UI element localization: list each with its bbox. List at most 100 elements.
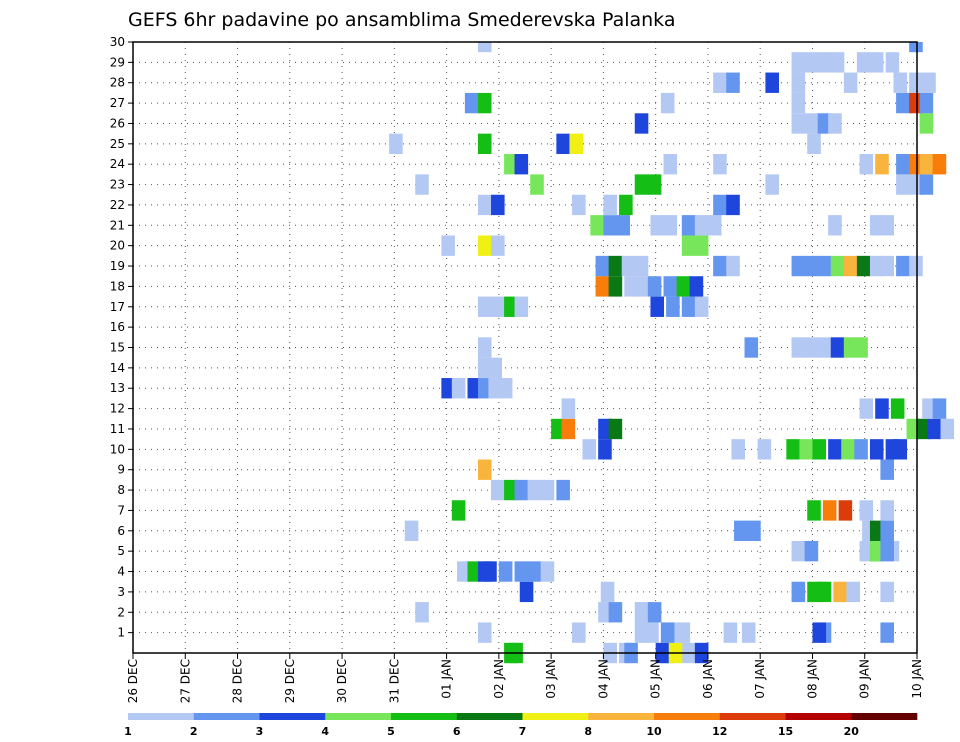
precip-cell (807, 500, 821, 521)
x-tick-label: 28 DEC (231, 659, 245, 703)
precip-cell (854, 439, 868, 460)
precip-cell (572, 194, 586, 216)
precip-cell (464, 92, 479, 114)
precip-cell (804, 540, 819, 562)
precip-cell (598, 602, 612, 623)
precip-cell (598, 439, 612, 460)
precip-cell (893, 439, 908, 460)
precip-cell (932, 398, 947, 419)
precip-cell (694, 235, 709, 256)
precip-cell (869, 540, 884, 562)
precip-cell (841, 439, 855, 460)
precip-cell (598, 418, 612, 440)
precip-cell (744, 337, 759, 358)
precip-cell (786, 439, 800, 460)
precip-cell (880, 500, 894, 521)
y-tick-label: 4 (117, 565, 125, 579)
precip-cell (927, 418, 942, 440)
precip-cell (634, 602, 649, 623)
precip-cell (650, 215, 665, 236)
legend-label: 4 (321, 725, 329, 738)
precip-cell (856, 255, 871, 277)
precip-cell (893, 72, 908, 93)
y-tick-label: 19 (110, 259, 125, 273)
precip-cell (504, 154, 518, 175)
precip-cell (590, 215, 604, 236)
precip-cell (415, 174, 429, 195)
x-tick-label: 05 JAN (649, 659, 663, 699)
x-tick-label: 03 JAN (544, 659, 558, 699)
legend-swatch (325, 713, 392, 720)
precip-cell (833, 581, 847, 603)
legend-label: 10 (646, 725, 662, 738)
precip-cell (467, 378, 482, 399)
x-tick-label: 06 JAN (701, 659, 715, 699)
precip-cell (896, 154, 910, 175)
y-tick-label: 10 (110, 442, 125, 456)
precip-cell (621, 255, 636, 277)
precip-cell (880, 540, 894, 562)
x-tick-label: 31 DEC (387, 659, 401, 703)
precip-cell (880, 520, 894, 541)
precip-cell (540, 479, 555, 501)
precip-cell (869, 439, 884, 460)
precip-cell (477, 194, 492, 216)
y-tick-label: 11 (110, 422, 125, 436)
precip-cell (663, 215, 678, 236)
precip-cell (527, 479, 542, 501)
y-tick-label: 27 (110, 96, 125, 110)
precip-cell (608, 276, 623, 297)
precip-cell (731, 439, 746, 460)
legend-swatch (128, 713, 195, 720)
precip-cell (477, 296, 492, 317)
legend-swatch (456, 713, 523, 720)
precip-cell (922, 398, 936, 419)
precip-cell (681, 215, 696, 236)
precip-cell (919, 92, 934, 114)
precip-cell (477, 92, 492, 114)
precip-cell (828, 113, 842, 134)
precip-cell (919, 174, 934, 195)
precip-cell (791, 255, 806, 277)
legend-swatch (785, 713, 852, 720)
precip-cell (595, 255, 610, 277)
precip-cell (498, 378, 513, 399)
precip-cell (477, 133, 492, 155)
precip-cell (603, 215, 617, 236)
y-tick-label: 23 (110, 178, 125, 192)
precip-cell (551, 418, 565, 440)
precip-cell (885, 52, 900, 73)
precip-cell (804, 337, 819, 358)
precip-cell (804, 113, 819, 134)
precip-cell (415, 602, 429, 623)
legend-label: 20 (844, 725, 860, 738)
y-tick-label: 17 (110, 300, 125, 314)
precip-cell (817, 581, 832, 603)
precip-cell (932, 154, 947, 175)
precip-cell (491, 479, 505, 501)
y-tick-label: 2 (117, 605, 125, 619)
precip-cell (676, 622, 691, 643)
precip-cell (880, 459, 894, 480)
precip-cell (647, 276, 662, 297)
precip-cell (713, 194, 727, 216)
chart-title: GEFS 6hr padavine po ansamblima Smederev… (128, 9, 675, 31)
y-tick-label: 26 (110, 116, 125, 130)
x-tick-label: 10 JAN (910, 659, 924, 699)
y-tick-label: 7 (117, 503, 125, 517)
precip-cell (828, 439, 842, 460)
precip-cell (817, 337, 832, 358)
precip-cell (843, 255, 858, 277)
precip-cell (869, 215, 884, 236)
y-tick-label: 22 (110, 198, 125, 212)
precip-cell (726, 255, 740, 277)
precip-cell (791, 52, 806, 73)
precip-cell (854, 337, 868, 358)
precip-cell (477, 337, 492, 358)
precip-cell (859, 398, 874, 419)
legend-label: 5 (387, 725, 395, 738)
precip-cell (477, 357, 492, 379)
legend-label: 12 (712, 725, 727, 738)
precip-cell (663, 276, 678, 297)
legend-label: 1 (124, 725, 132, 738)
